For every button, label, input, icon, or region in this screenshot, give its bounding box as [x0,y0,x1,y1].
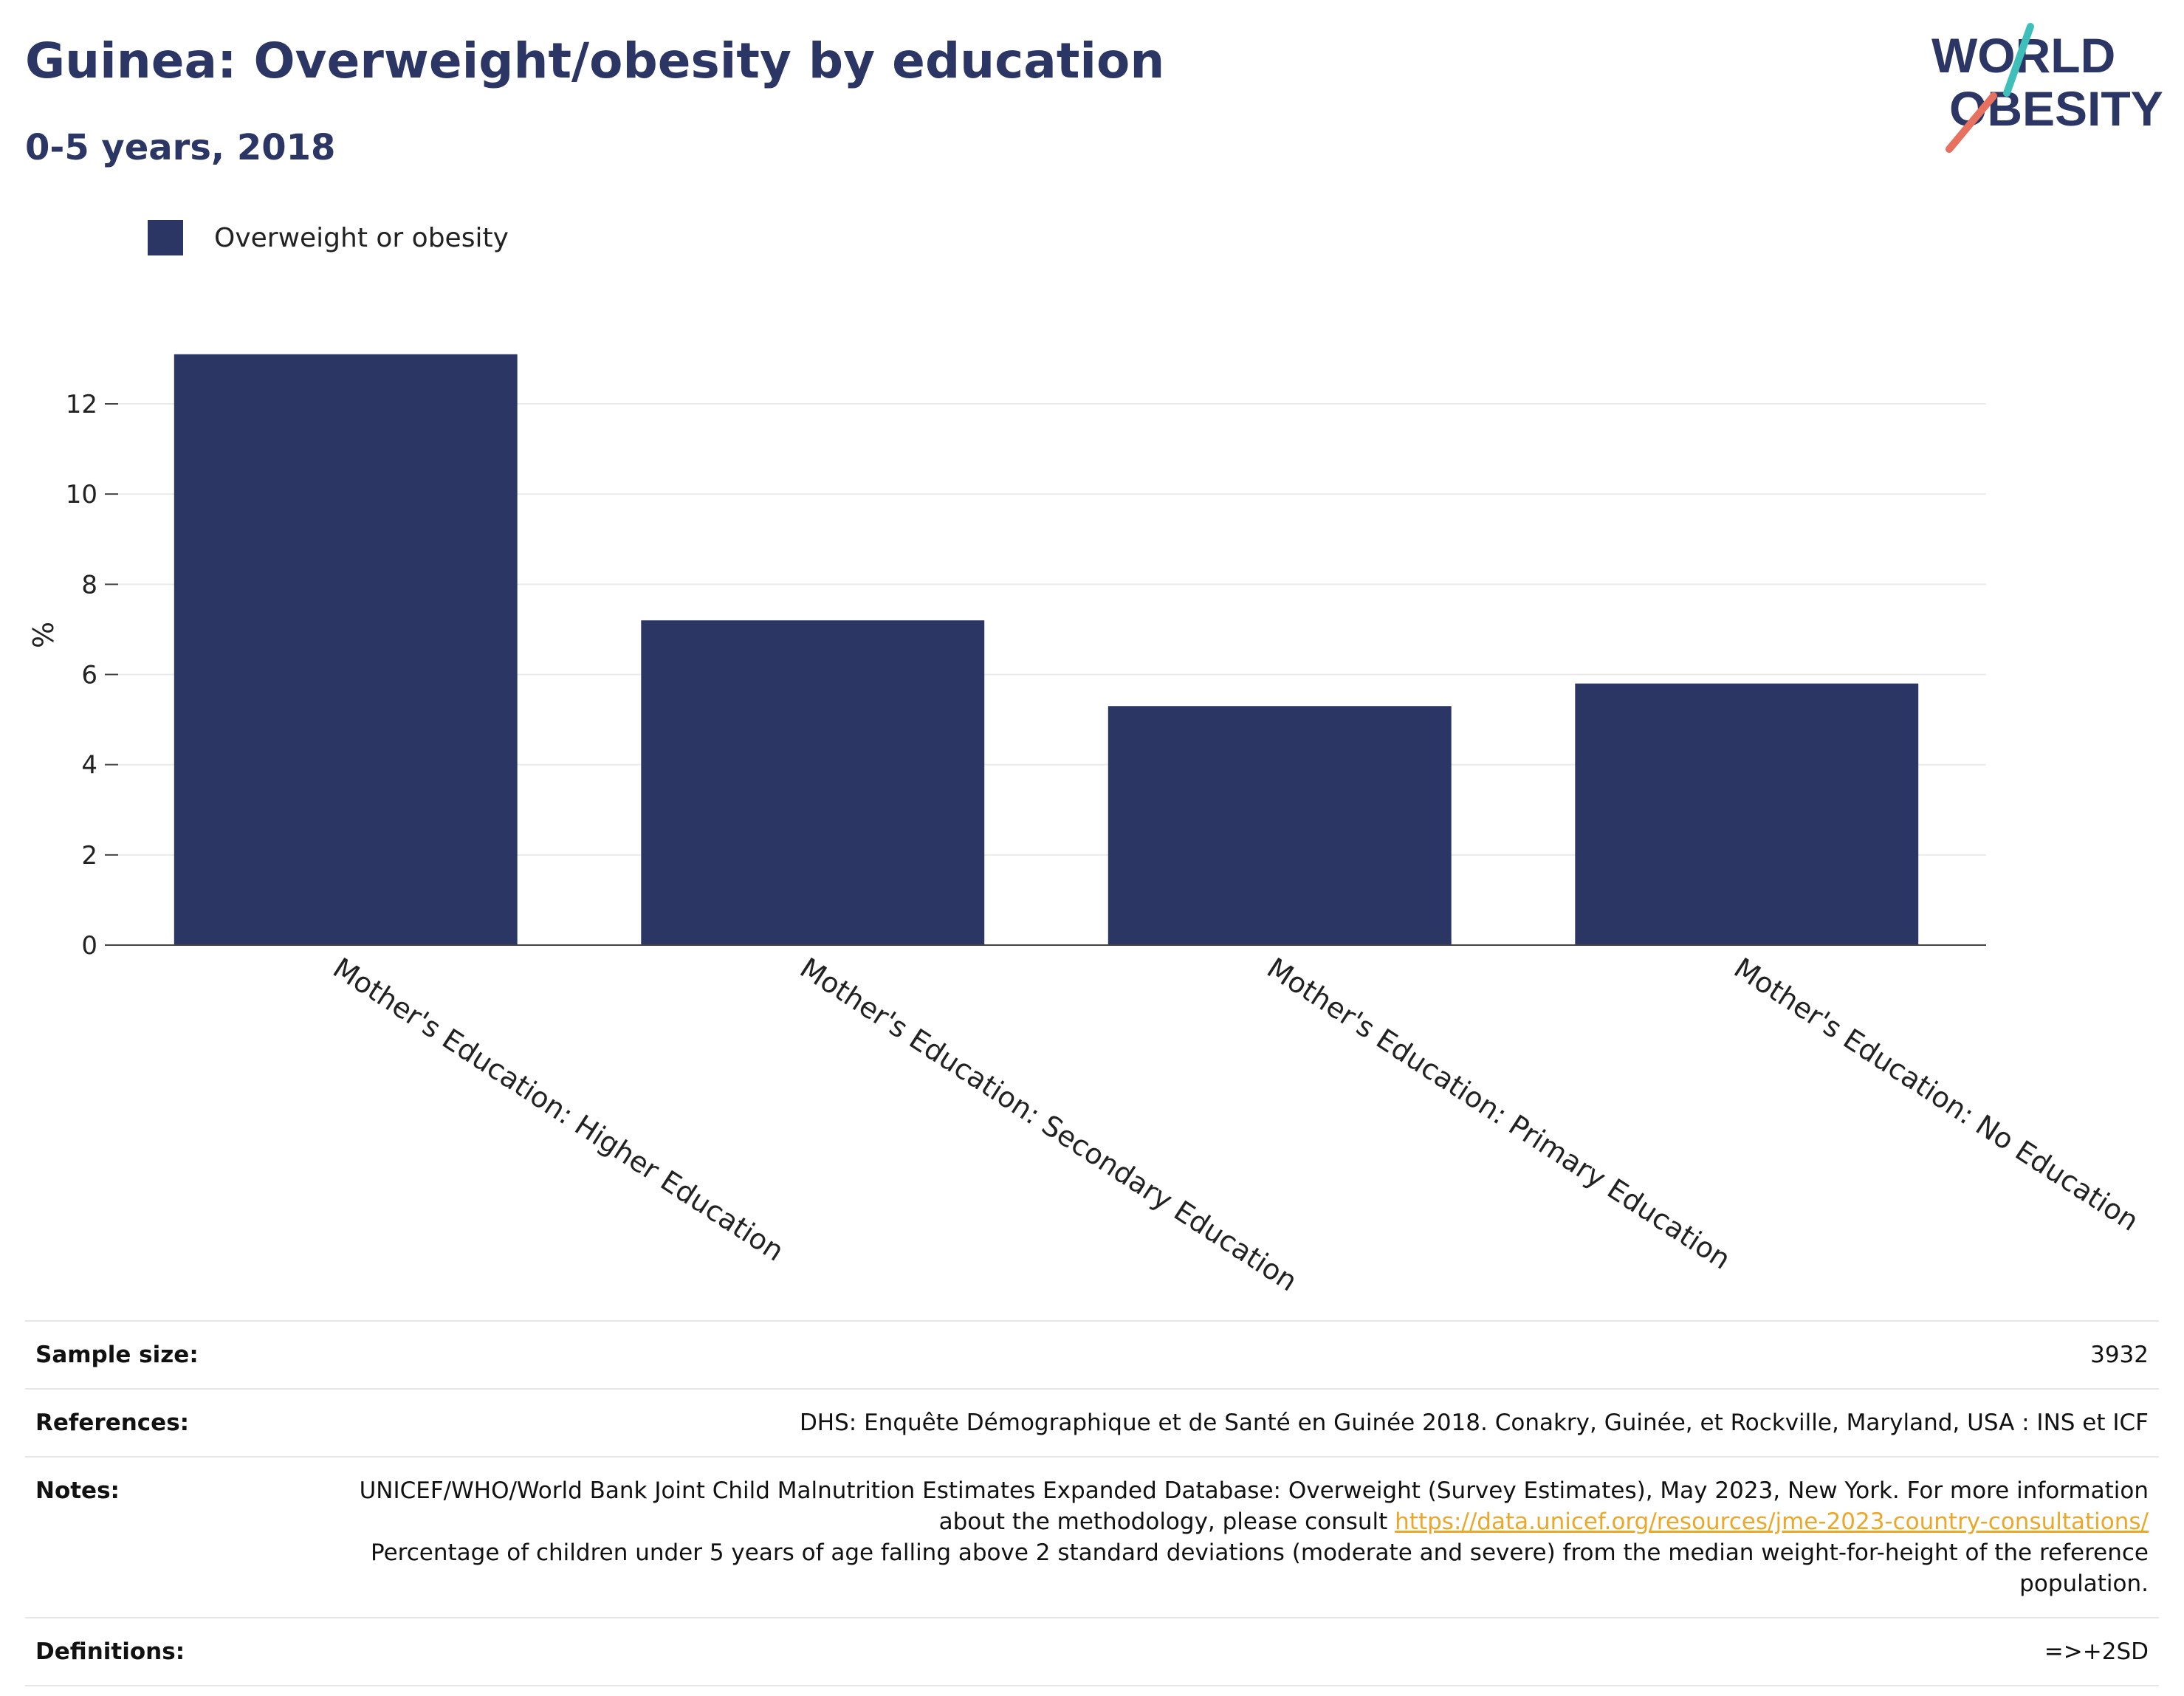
definitions-label: Definitions: [25,1617,282,1686]
notes-text-2: Percentage of children under 5 years of … [371,1539,2149,1597]
y-tick-label: 0 [81,931,97,961]
chart-legend: Overweight or obesity [148,220,509,255]
chart-subtitle: 0-5 years, 2018 [25,127,336,168]
references-row: References: DHS: Enquête Démographique e… [25,1388,2159,1458]
legend-swatch [148,220,183,255]
info-table: Sample size: 3932 References: DHS: Enquê… [25,1320,2159,1686]
sample-size-row: Sample size: 3932 [25,1320,2159,1390]
y-axis-label: % [27,622,60,648]
logo-slash-teal [2003,23,2034,97]
bar [1108,706,1452,945]
x-tick-label: Mother's Education: Secondary Education [794,952,1303,1298]
bar [174,354,518,945]
y-tick-label: 12 [66,390,97,419]
x-tick-label: Mother's Education: No Education [1728,952,2145,1237]
definitions-row: Definitions: =>+2SD [25,1617,2159,1686]
y-tick-label: 2 [81,841,97,871]
x-tick-label: Mother's Education: Higher Education [327,952,789,1268]
definitions-value: =>+2SD [282,1617,2159,1686]
notes-label: Notes: [25,1456,282,1618]
sample-size-value: 3932 [282,1320,2159,1390]
bar [641,620,985,945]
chart-title: Guinea: Overweight/obesity by education [25,32,1165,89]
y-tick-label: 4 [81,751,97,780]
notes-link[interactable]: https://data.unicef.org/resources/jme-20… [1395,1508,2149,1535]
y-tick-label: 8 [81,570,97,600]
bar-chart: 0 2 4 6 8 10 12% Mother's Education: Higher Edu… [27,354,2145,1298]
y-tick-label: 10 [66,480,97,509]
references-label: References: [25,1388,282,1458]
x-tick-label: Mother's Education: Primary Education [1261,952,1736,1276]
y-tick-label: 6 [81,661,97,690]
references-value: DHS: Enquête Démographique et de Santé e… [282,1388,2159,1458]
legend-label: Overweight or obesity [214,222,509,253]
logo-slash-coral [1946,92,1997,153]
notes-value: UNICEF/WHO/World Bank Joint Child Malnut… [282,1456,2159,1618]
world-obesity-logo: WORLD OBESITY [1931,23,2163,153]
notes-row: Notes: UNICEF/WHO/World Bank Joint Child… [25,1456,2159,1618]
sample-size-label: Sample size: [25,1320,282,1390]
notes-text-1: UNICEF/WHO/World Bank Joint Child Malnut… [359,1477,2149,1535]
bar [1575,683,1919,945]
